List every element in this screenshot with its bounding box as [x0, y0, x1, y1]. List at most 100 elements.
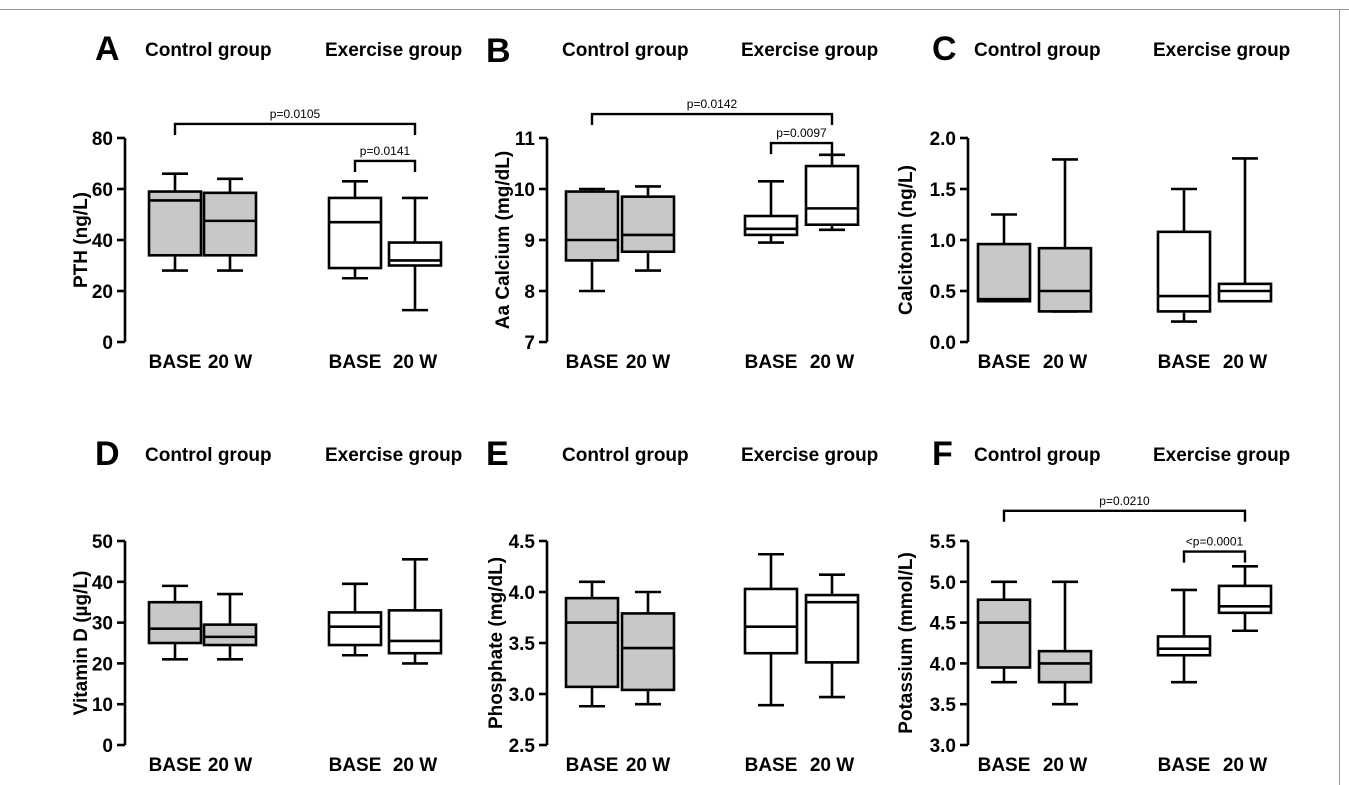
y-axis-label: Aa Calcium (mg/dL): [493, 151, 514, 329]
p-value-label: p=0.0105: [270, 107, 321, 121]
iqr-box: [147, 190, 203, 257]
p-value-label: p=0.0142: [687, 97, 738, 111]
x-tick-label: 20 W: [626, 352, 670, 373]
box-3: [1156, 588, 1212, 684]
significance-bracket: [173, 122, 417, 135]
y-tick-label: 40: [92, 231, 113, 252]
significance-bracket: [1002, 509, 1247, 522]
iqr-box: [202, 191, 258, 257]
x-tick-label: BASE: [1158, 755, 1211, 776]
group-label: Control group: [145, 445, 272, 466]
y-axis-label: Phosphate (mg/dL): [486, 557, 507, 729]
x-tick-label: BASE: [745, 352, 798, 373]
box-1: [564, 580, 620, 708]
y-tick-label: 4.0: [930, 654, 956, 675]
y-tick-label: 5.5: [930, 532, 957, 553]
x-tick-label: BASE: [329, 755, 382, 776]
box-2: [202, 592, 258, 661]
y-axis-label: PTH (ng/L): [71, 192, 92, 288]
box-4: [1217, 157, 1273, 303]
panel-letter: E: [486, 435, 509, 473]
y-tick-label: 0.0: [930, 333, 956, 354]
box-4: [804, 573, 860, 699]
y-tick-label: 0: [102, 333, 113, 354]
y-tick-label: 60: [92, 180, 113, 201]
x-tick-label: BASE: [329, 352, 382, 373]
x-tick-label: 20 W: [1223, 755, 1267, 776]
y-tick-label: 3.5: [930, 695, 957, 716]
y-tick-label: 5.0: [930, 573, 956, 594]
iqr-box: [1037, 246, 1093, 313]
y-tick-label: 3.0: [930, 736, 956, 757]
iqr-box: [1217, 584, 1273, 615]
x-tick-label: BASE: [978, 352, 1031, 373]
box-3: [743, 552, 799, 707]
iqr-box: [387, 609, 443, 655]
iqr-box: [202, 623, 258, 647]
x-tick-label: 20 W: [1223, 352, 1267, 373]
y-tick-label: 8: [524, 282, 535, 303]
box-2: [202, 177, 258, 272]
y-tick-label: 4.0: [509, 583, 535, 604]
group-label: Exercise group: [325, 445, 462, 466]
x-tick-label: 20 W: [626, 755, 670, 776]
iqr-box: [1156, 230, 1212, 313]
box-1: [976, 580, 1032, 684]
iqr-box: [1217, 282, 1273, 303]
x-tick-label: BASE: [566, 755, 619, 776]
iqr-box: [976, 598, 1032, 669]
panel-letter: C: [932, 30, 957, 68]
y-tick-label: 4.5: [930, 614, 957, 635]
p-value-label: <p=0.0001: [1186, 535, 1244, 549]
x-tick-label: 20 W: [1043, 755, 1087, 776]
iqr-box: [976, 242, 1032, 303]
panel-c: C Control group Exercise group 0.0 0.5 1.0 1.5…: [896, 30, 1290, 373]
x-tick-label: 20 W: [1043, 352, 1087, 373]
x-tick-label: BASE: [978, 755, 1031, 776]
iqr-box: [804, 164, 860, 227]
box-1: [564, 187, 620, 293]
x-tick-label: 20 W: [810, 352, 854, 373]
iqr-box: [743, 214, 799, 237]
box-3: [743, 180, 799, 244]
y-tick-label: 11: [515, 129, 536, 150]
y-tick-label: 3.0: [509, 685, 535, 706]
group-label: Exercise group: [1153, 40, 1290, 61]
y-axis-label: Potassium (mmol/L): [896, 552, 917, 734]
y-tick-label: 20: [92, 654, 113, 675]
y-tick-label: 1.0: [930, 231, 956, 252]
box-1: [147, 172, 203, 272]
panel-f: F Control group Exercise group 3.0 3.5 4.0 4.5…: [896, 435, 1290, 776]
group-label: Control group: [974, 445, 1101, 466]
panel-e: E Control group Exercise group 2.5 3.0 3.5 4.0…: [486, 435, 878, 776]
iqr-box: [1037, 649, 1093, 684]
panel-letter: B: [486, 32, 511, 70]
y-tick-label: 3.5: [509, 634, 536, 655]
x-tick-label: 20 W: [810, 755, 854, 776]
p-value-label: p=0.0141: [360, 144, 411, 158]
box-4: [387, 196, 443, 312]
y-tick-label: 10: [514, 180, 535, 201]
x-tick-label: 20 W: [393, 755, 437, 776]
box-1: [976, 213, 1032, 303]
box-4: [387, 558, 443, 665]
iqr-box: [804, 593, 860, 664]
y-tick-label: 2.0: [930, 129, 956, 150]
y-tick-label: 1.5: [930, 180, 957, 201]
box-4: [804, 153, 860, 232]
panels: A Control group Exercise group020406080PTH…: [71, 30, 1290, 776]
x-tick-label: BASE: [566, 352, 619, 373]
x-tick-label: BASE: [149, 755, 202, 776]
box-2: [1037, 158, 1093, 313]
group-label: Exercise group: [741, 445, 878, 466]
group-label: Control group: [562, 445, 689, 466]
y-tick-label: 30: [92, 614, 113, 635]
y-tick-label: 7: [524, 333, 535, 354]
x-tick-label: 20 W: [208, 352, 252, 373]
x-tick-label: 20 W: [393, 352, 437, 373]
significance-bracket: [769, 141, 834, 155]
iqr-box: [327, 196, 383, 270]
group-label: Exercise group: [325, 40, 462, 61]
iqr-box: [743, 587, 799, 655]
